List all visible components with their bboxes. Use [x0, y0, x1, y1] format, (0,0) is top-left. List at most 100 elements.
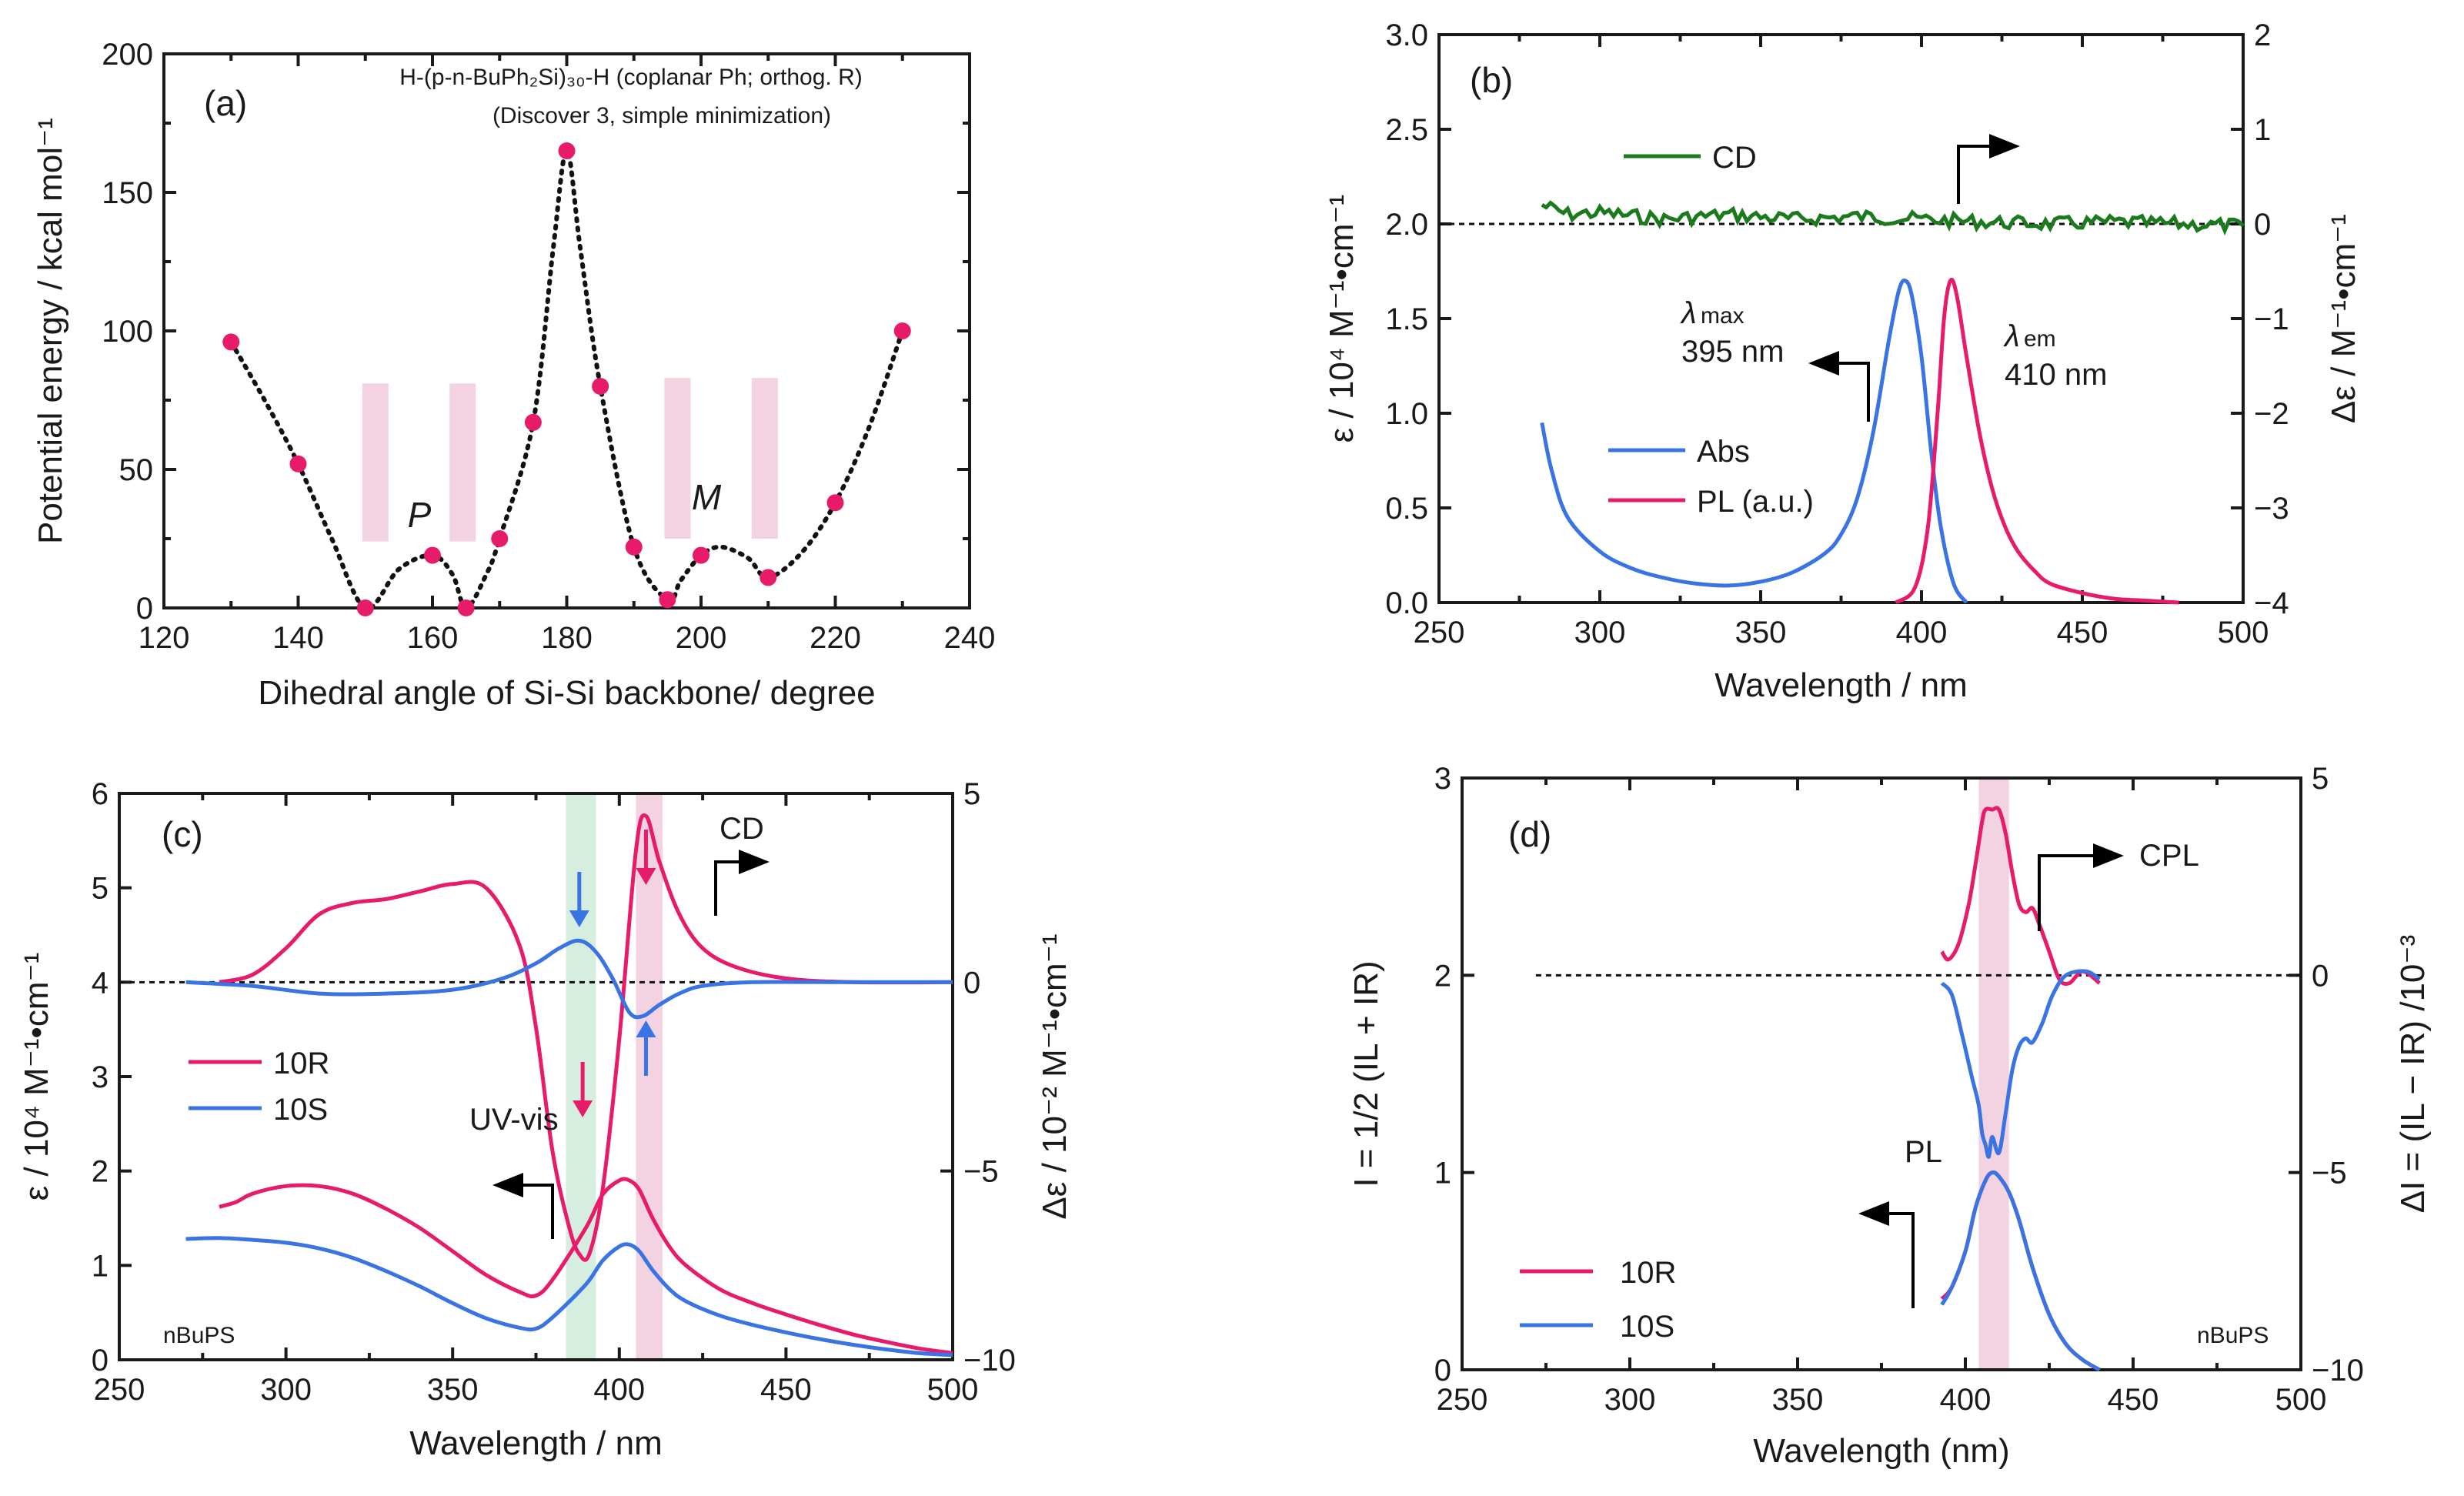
- panel-a-data-point: [693, 546, 709, 564]
- panel-b-legend-pl: PL (a.u.): [1697, 485, 1814, 519]
- panel-c-ytick-label: 2: [92, 1155, 109, 1189]
- panel-c-ytick-label: 6: [92, 777, 109, 811]
- panel-d-annotation-sample: nBuPS: [2197, 1323, 2269, 1348]
- panel-c-cd-axis-arrow-head: [739, 850, 770, 874]
- panel-d-y2label: ΔI = (IL − IR) /10⁻³: [2394, 935, 2432, 1214]
- panel-a-data-point: [592, 378, 609, 395]
- panel-a-ytick-label: 200: [102, 38, 153, 72]
- panel-b-xtick-label: 350: [1735, 616, 1787, 649]
- panel-a-xtick-label: 160: [407, 621, 459, 655]
- highlight-band: [751, 378, 778, 539]
- panel-c-uvvis-axis-arrow-head: [492, 1173, 523, 1197]
- panel-d-annotation-pl: PL: [1905, 1135, 1942, 1169]
- panel-b-xlabel: Wavelength / nm: [1714, 666, 1968, 704]
- panel-d-cpl-axis-arrow-head: [2093, 843, 2124, 868]
- highlight-band: [362, 383, 389, 542]
- panel-d-xtick-label: 300: [1604, 1383, 1656, 1417]
- panel-b-xtick-label: 500: [2218, 616, 2269, 649]
- panel-d-xtick-label: 250: [1437, 1383, 1488, 1417]
- panel-b-ylabel: ε / 10⁴ M⁻¹•cm⁻¹: [1323, 195, 1361, 443]
- panel-a-annotation-M: M: [692, 477, 722, 517]
- panel-a-data-point: [893, 322, 911, 339]
- panel-a-xtick-label: 200: [676, 621, 727, 655]
- panel-c-arrow-blue-down-head: [569, 910, 589, 927]
- panel-a-data-point: [424, 546, 441, 564]
- panel-a-ytick-label: 150: [102, 176, 153, 210]
- panel-a-xtick-label: 240: [944, 621, 996, 655]
- panel-b-abs-axis-arrow-head: [1808, 351, 1839, 376]
- panel-a-data-point: [826, 494, 844, 512]
- panel-a-frame: [162, 52, 971, 609]
- panel-a-data-point: [760, 569, 777, 586]
- panel-a-data-point: [659, 591, 676, 609]
- panel-a-ytick-label: 50: [119, 453, 154, 487]
- panel-b-y2tick-label: −4: [2254, 586, 2289, 620]
- panel-a-data-point: [625, 538, 643, 556]
- panel-d-ylabel: I = 1/2 (IL + IR): [1347, 960, 1385, 1187]
- panel-c: 250 300 350 400 450 500 0 1 2 3 4 5 6 −10 −5 0 5 (c) CD UV-…: [18, 777, 1073, 1462]
- panel-d-xtick-label: 500: [2275, 1383, 2327, 1417]
- panel-d-label: (d): [1508, 814, 1551, 854]
- panel-a-data-point: [289, 455, 307, 473]
- panel-b-abs-axis-arrow-shaft: [1839, 362, 1870, 422]
- panel-b-series-pl: [1895, 278, 2179, 605]
- panel-d-ytick-label: 1: [1434, 1157, 1451, 1190]
- panel-a-xtick-label: 180: [541, 621, 593, 655]
- panel-b-legend-cd: CD: [1712, 141, 1757, 175]
- panel-a-fit-curve: [229, 148, 905, 611]
- panel-d-pl-axis-arrow-shaft: [1889, 1212, 1915, 1308]
- panel-d-series-10R-pl: [1940, 1170, 2101, 1372]
- panel-c-xtick-label: 400: [593, 1373, 645, 1407]
- panel-b-cd-axis-arrow-head: [1989, 134, 2020, 159]
- panel-d-xtick-label: 450: [2108, 1383, 2159, 1417]
- panel-c-ytick-label: 0: [92, 1344, 109, 1377]
- panel-d-series-10S-pl: [1940, 1170, 2101, 1372]
- panel-a-data-point: [356, 599, 374, 616]
- panel-a-data-point: [558, 142, 576, 159]
- panel-d-y2tick-label: 5: [2312, 762, 2329, 796]
- panel-b-ytick-label: 3.0: [1385, 18, 1428, 52]
- panel-d-annotation-cpl: CPL: [2139, 839, 2199, 873]
- panel-b-cd-axis-arrow-shaft: [1957, 145, 1989, 204]
- panel-b-y2label: Δε / M⁻¹•cm⁻¹: [2325, 214, 2362, 423]
- panel-b-y2tick-label: −1: [2254, 302, 2289, 336]
- panel-a-ylabel: Potential energy / kcal mol⁻¹: [32, 118, 69, 544]
- panel-c-arrow-blue-up-head: [636, 1020, 656, 1037]
- panel-b-xtick-label: 400: [1896, 616, 1948, 649]
- panel-a-xtick-label: 220: [810, 621, 861, 655]
- panel-c-annotation-cd: CD: [720, 812, 764, 846]
- panel-c-ytick-label: 1: [92, 1249, 109, 1283]
- panel-d-series-10R-cpl: [1940, 806, 2101, 987]
- panel-a-data-point: [524, 413, 542, 431]
- panel-d-xlabel: Wavelength (nm): [1753, 1432, 2009, 1470]
- panel-c-annotation-sample: nBuPS: [163, 1323, 235, 1348]
- panel-c-frame: [118, 792, 954, 1361]
- panel-c-xtick-label: 450: [760, 1373, 812, 1407]
- panel-d-legend-10S: 10S: [1620, 1310, 1674, 1344]
- panel-c-annotation-uvvis: UV-vis: [469, 1103, 559, 1137]
- panel-c-y2label: Δε / 10⁻² M⁻¹•cm⁻¹: [1036, 933, 1073, 1219]
- panel-c-legend-10S: 10S: [273, 1093, 328, 1127]
- panel-b-lambda-max-value: 395 nm: [1681, 335, 1784, 369]
- panel-d-y2tick-label: −5: [2312, 1157, 2347, 1190]
- panel-d: 250 300 350 400 450 500 0 1 2 3 −10 −5 0 5 (d) CPL PL nBu…: [1347, 762, 2432, 1470]
- panel-a-title-line2: (Discover 3, simple minimization): [492, 103, 831, 129]
- panel-b-lambda-max-symbol: λ: [1680, 296, 1697, 330]
- panel-a-title-line1: H-(p-n-BuPh₂Si)₃₀-H (coplanar Ph; orthog…: [399, 65, 863, 90]
- panel-c-ytick-label: 5: [92, 872, 109, 906]
- panel-c-ytick-label: 3: [92, 1060, 109, 1094]
- panel-c-cd-axis-arrow-shaft: [714, 860, 739, 916]
- panel-b-lambda-max-subscript: max: [1701, 303, 1744, 329]
- panel-a-xlabel: Dihedral angle of Si-Si backbone/ degree: [258, 674, 875, 712]
- panel-b-lambda-em-subscript: em: [2024, 326, 2056, 352]
- panel-c-arrow-red-lower-head: [573, 1100, 593, 1117]
- panel-d-legend-10R: 10R: [1620, 1256, 1676, 1290]
- panel-c-arrow-red-down-head: [636, 868, 656, 885]
- panel-c-series-10S-uvvis: [185, 1236, 953, 1357]
- panel-b-lambda-em-value: 410 nm: [2005, 358, 2107, 392]
- panel-b-y2tick-label: −3: [2254, 492, 2289, 526]
- panel-b-y2tick-label: 0: [2254, 208, 2271, 242]
- panel-b-y2tick-label: −2: [2254, 397, 2289, 431]
- panel-d-ytick-label: 0: [1434, 1354, 1451, 1387]
